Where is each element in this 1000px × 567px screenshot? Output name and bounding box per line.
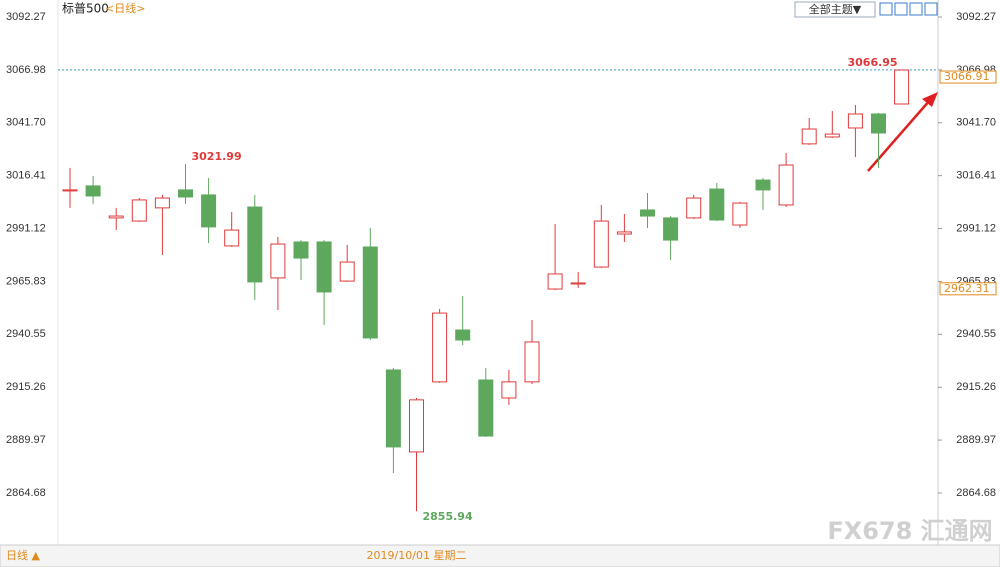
candle-body [409, 399, 424, 453]
candle-body [732, 202, 748, 226]
extreme-label: 3021.99 [192, 150, 242, 163]
candle-body [871, 113, 886, 134]
period-label[interactable]: 日线 ▲ [6, 548, 40, 562]
y-tick-label-left: 3066.98 [6, 64, 46, 76]
bottom-bar [0, 544, 1000, 567]
candle-body [62, 189, 78, 192]
candle-body [201, 194, 217, 228]
price-box-label: 2962.31 [944, 282, 990, 295]
candle-body [339, 261, 355, 282]
candle-body [640, 209, 655, 217]
candle-body [570, 282, 586, 285]
price-box [939, 70, 997, 84]
candle-body [385, 369, 401, 448]
candle-body [847, 113, 863, 129]
candle-body [432, 312, 448, 383]
y-tick-label-left: 2965.83 [6, 275, 46, 287]
y-tick-label-left: 3041.70 [6, 117, 46, 129]
candle-body [316, 241, 332, 293]
y-tick-label: 3092.27 [956, 11, 996, 23]
y-tick-label-left: 3016.41 [6, 170, 46, 182]
watermark: FX678 汇通网 [827, 517, 992, 545]
toolbar-icons[interactable] [879, 2, 938, 16]
candle-body [362, 246, 378, 339]
y-tick-label: 2889.97 [956, 434, 996, 446]
candle-body [824, 133, 840, 138]
y-tick-label-left: 2915.26 [6, 381, 46, 393]
candle-body [801, 128, 817, 145]
candle-body [755, 179, 771, 191]
candle-body [293, 241, 309, 259]
y-tick-label-left: 2889.97 [6, 434, 46, 446]
candle-body [686, 197, 702, 219]
candle-body [455, 329, 471, 341]
candle-body [224, 229, 240, 247]
price-box-label: 3066.91 [944, 70, 990, 83]
candle-body [270, 243, 286, 279]
theme-button[interactable] [794, 1, 876, 18]
candle-body [154, 197, 170, 209]
x-tick-label: 2019/10/01 星期二 [367, 549, 467, 562]
extreme-label: 2855.94 [423, 510, 473, 523]
candle-body [778, 164, 794, 206]
extreme-label: 3066.95 [847, 56, 897, 69]
candle-body [178, 189, 193, 198]
candle-body [501, 381, 517, 399]
candle-body [894, 69, 910, 105]
y-tick-label: 2864.68 [956, 487, 996, 499]
candle-body [547, 273, 563, 290]
theme-button-label[interactable]: 全部主题▼ [809, 2, 862, 16]
y-tick-label: 3016.41 [956, 170, 996, 182]
y-tick-label: 3041.70 [956, 117, 996, 129]
chart-title: 标普500 [62, 2, 109, 16]
candle-body [709, 188, 725, 221]
candle-body [593, 220, 609, 268]
y-tick-label-left: 2940.55 [6, 328, 46, 340]
candle-body [478, 379, 494, 437]
candle-body [85, 185, 101, 197]
y-tick-label: 2915.26 [956, 381, 996, 393]
candle-body [108, 215, 124, 219]
y-tick-label-left: 2991.12 [6, 222, 46, 234]
candle-body [616, 231, 632, 235]
candle-body [524, 341, 540, 383]
chart-subtitle: <日线> [105, 1, 145, 15]
y-tick-label: 2940.55 [956, 328, 996, 340]
candle-body [247, 206, 263, 283]
y-tick-label-left: 2864.68 [6, 487, 46, 499]
candle-body [131, 199, 147, 222]
y-tick-label-left: 3092.27 [6, 11, 46, 23]
annotation-arrowhead [922, 92, 938, 107]
price-box [939, 282, 997, 296]
candle-body [663, 217, 679, 241]
y-tick-label: 2991.12 [956, 222, 996, 234]
